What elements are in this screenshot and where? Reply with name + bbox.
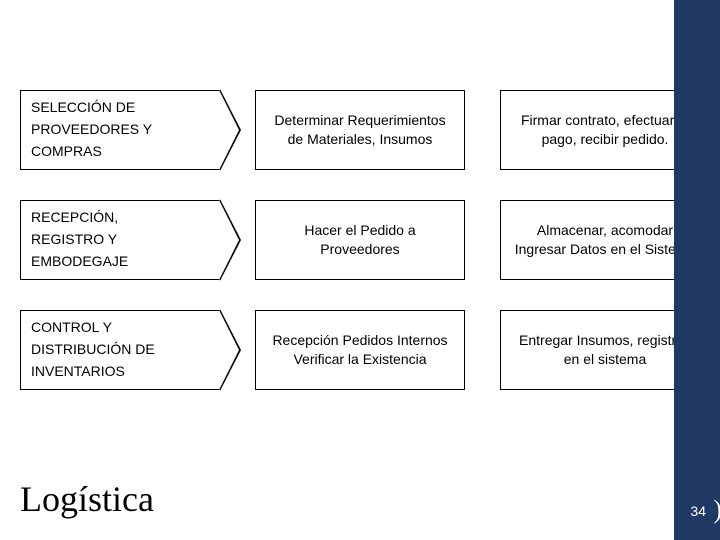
row-header-line: DISTRIBUCIÓN DE [31,339,201,361]
row-header-line: PROVEEDORES Y [31,119,201,141]
row-header-line: SELECCIÓN DE [31,97,201,119]
cell-1-1: Determinar Requerimientos de Materiales,… [255,90,465,170]
page-brace-left-icon: ( [673,497,682,523]
row-header-line: INVENTARIOS [31,361,201,383]
row-header-2: RECEPCIÓN, REGISTRO Y EMBODEGAJE [20,200,220,280]
process-grid: SELECCIÓN DE PROVEEDORES Y COMPRAS Deter… [20,90,700,390]
row-header-1: SELECCIÓN DE PROVEEDORES Y COMPRAS [20,90,220,170]
row-header-line: CONTROL Y [31,317,201,339]
row-header-3: CONTROL Y DISTRIBUCIÓN DE INVENTARIOS [20,310,220,390]
slide-content: SELECCIÓN DE PROVEEDORES Y COMPRAS Deter… [0,0,720,410]
cell-3-1: Recepción Pedidos Internos Verificar la … [255,310,465,390]
row-header-line: EMBODEGAJE [31,251,201,273]
row-header-line: COMPRAS [31,141,201,163]
page-brace-right-icon: ) [713,497,720,523]
cell-2-1: Hacer el Pedido a Proveedores [255,200,465,280]
page-number-badge: 34 [684,500,712,522]
slide-title: Logística [20,478,154,520]
accent-sidebar [674,0,720,540]
row-header-line: REGISTRO Y [31,229,201,251]
row-header-line: RECEPCIÓN, [31,207,201,229]
